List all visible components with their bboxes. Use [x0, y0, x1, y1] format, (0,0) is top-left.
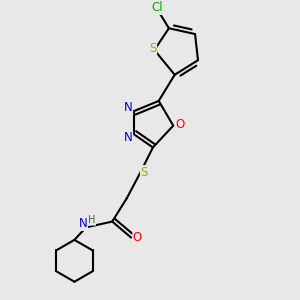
Text: H: H: [88, 215, 95, 225]
Text: N: N: [79, 218, 88, 230]
Text: S: S: [149, 42, 157, 55]
Text: S: S: [140, 166, 148, 178]
Text: Cl: Cl: [152, 2, 163, 14]
Text: O: O: [133, 231, 142, 244]
Text: N: N: [124, 101, 133, 114]
Text: O: O: [175, 118, 184, 131]
Text: N: N: [124, 131, 133, 144]
